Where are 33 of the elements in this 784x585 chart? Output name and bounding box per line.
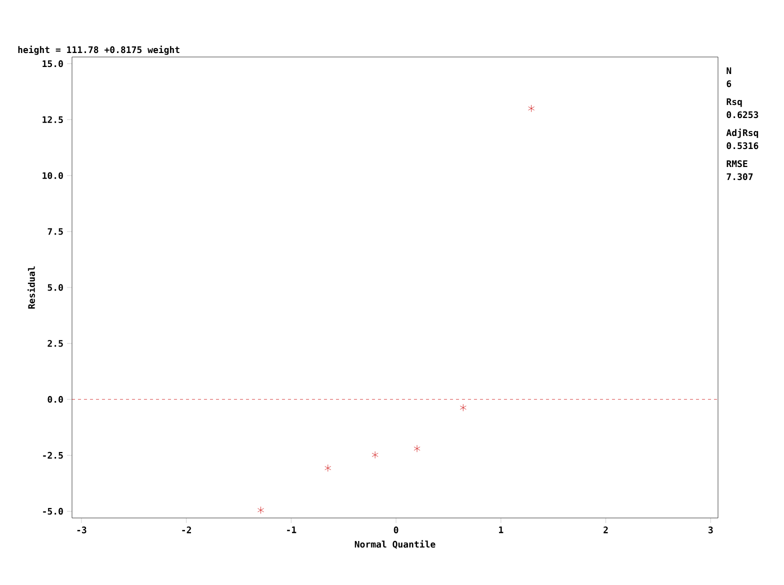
point [414, 444, 420, 452]
text: 0.5316 [726, 142, 758, 150]
y-tick-label: 0.0 [48, 396, 63, 403]
y-tick-label: 5.0 [48, 284, 63, 291]
x-axis-title: Normal Quantile [354, 540, 436, 549]
text: 6 [726, 80, 732, 88]
point [324, 464, 332, 472]
x-tick-label: -1 [287, 526, 296, 534]
y-tick-label: 12.5 [42, 116, 63, 124]
y-tick-label: 2.5 [48, 340, 63, 347]
text: Rsq [726, 98, 742, 107]
text: N [726, 67, 732, 74]
y-tick-label: 7.5 [48, 228, 63, 235]
text: AdjRsq [726, 128, 758, 138]
chart-title: height = 111.78 +0.8175 weight [18, 46, 180, 55]
x-tick-label: -3 [77, 526, 86, 534]
x-tick-label: 3 [708, 526, 713, 534]
x-tick-label: 2 [604, 526, 608, 534]
y-axis-title: Residual [27, 266, 35, 309]
point [372, 451, 378, 459]
text: RMSE [726, 160, 748, 168]
x-tick-label: 0 [394, 526, 398, 534]
text: 0.6253 [726, 111, 758, 118]
point [258, 506, 264, 514]
point [528, 104, 535, 112]
x-tick-label: 1 [499, 526, 504, 534]
text: 7.307 [726, 173, 753, 180]
y-tick-label: -2.5 [43, 452, 63, 459]
x-tick-label: -2 [182, 526, 191, 534]
y-tick-label: 15.0 [42, 60, 63, 68]
y-tick-label: 10.0 [42, 172, 63, 179]
point [460, 404, 466, 412]
y-tick-label: -5.0 [43, 508, 63, 515]
